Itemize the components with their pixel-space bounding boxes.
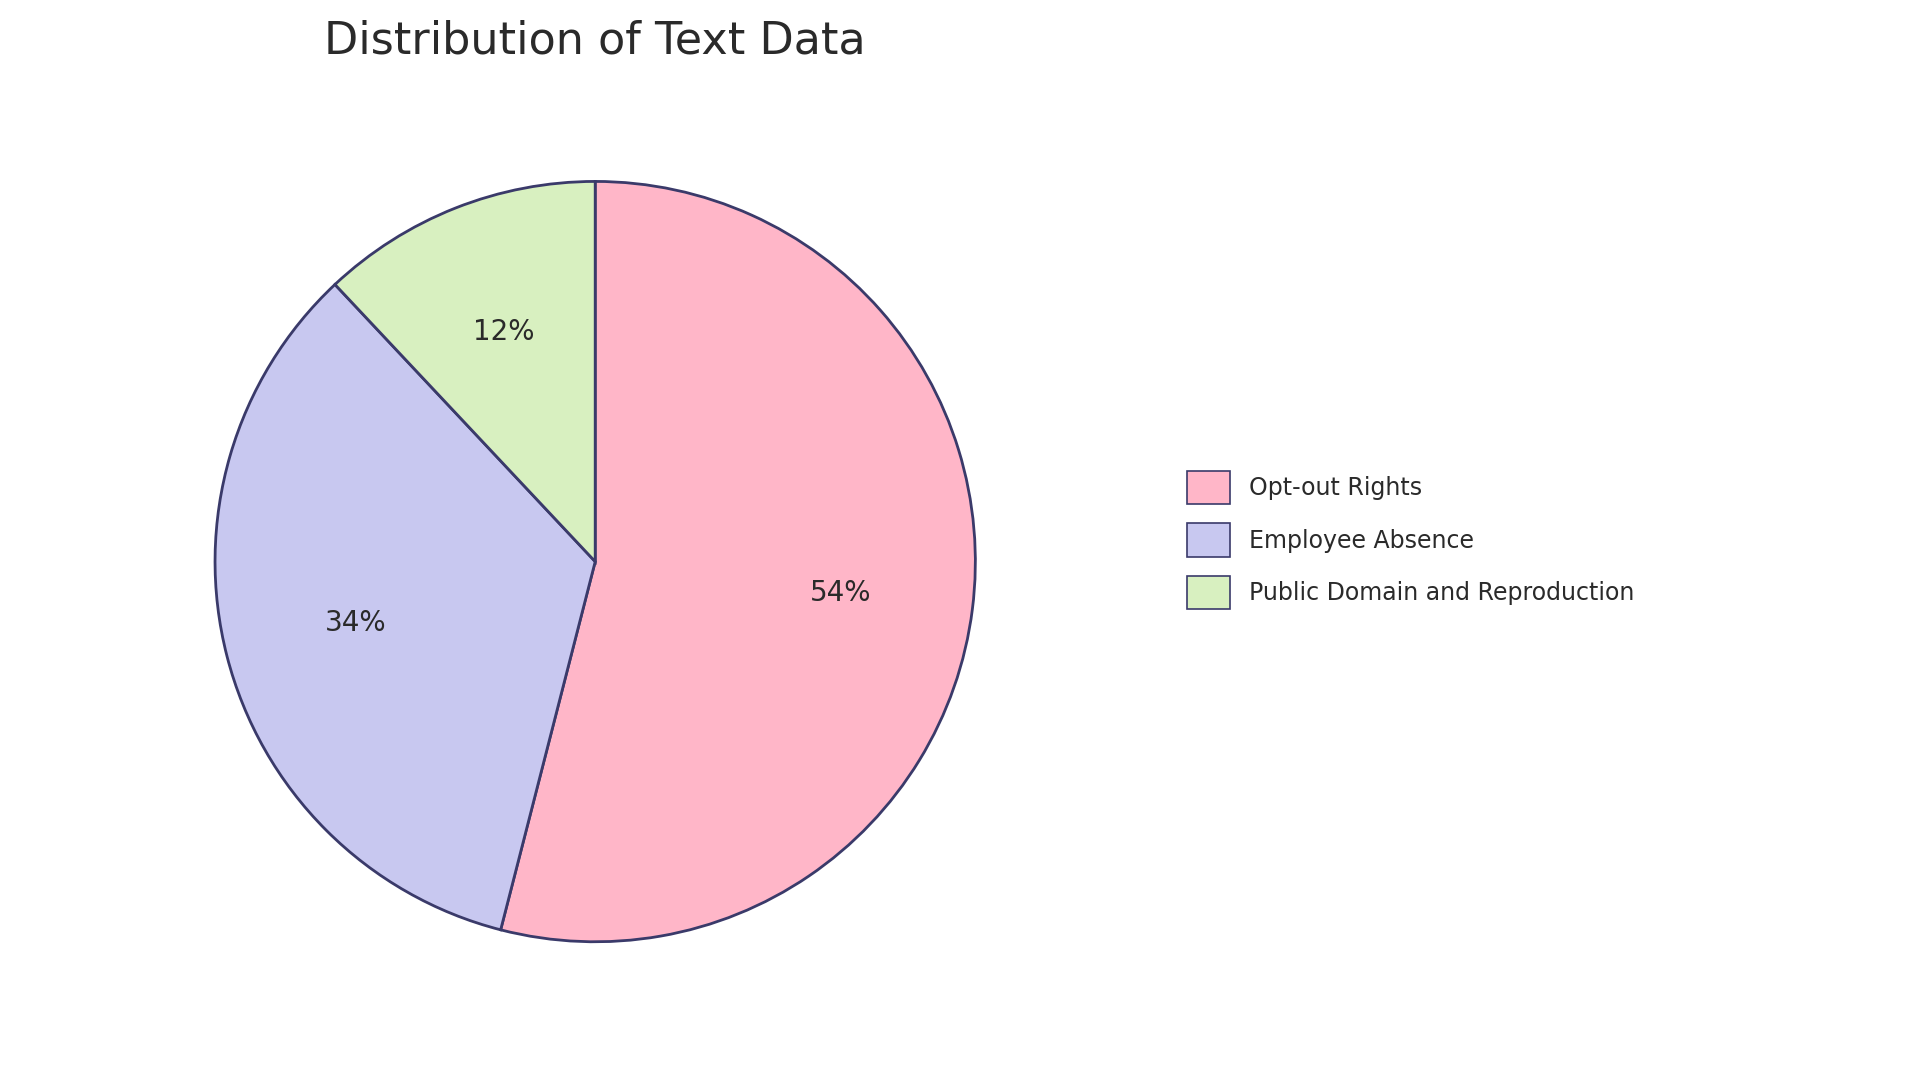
Text: 54%: 54% — [810, 579, 872, 607]
Text: 34%: 34% — [324, 609, 386, 637]
Text: 12%: 12% — [474, 318, 536, 346]
Wedge shape — [501, 181, 975, 942]
Wedge shape — [215, 284, 595, 930]
Wedge shape — [334, 181, 595, 562]
Title: Distribution of Text Data: Distribution of Text Data — [324, 19, 866, 62]
Legend: Opt-out Rights, Employee Absence, Public Domain and Reproduction: Opt-out Rights, Employee Absence, Public… — [1164, 447, 1657, 633]
